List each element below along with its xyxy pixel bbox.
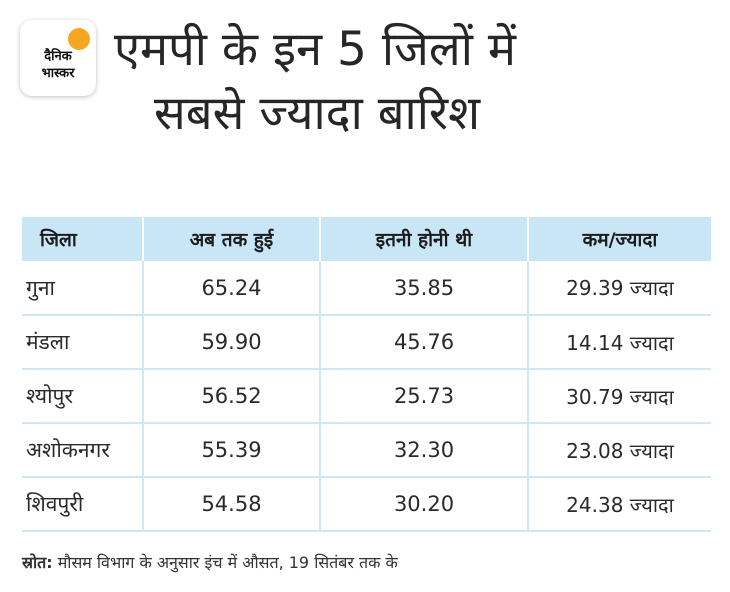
cell-district: मंडला	[22, 315, 143, 370]
rainfall-table: जिला अब तक हुई इतनी होनी थी कम/ज्यादा गु…	[22, 217, 711, 532]
cell-difference: 29.39 ज्यादा	[527, 261, 711, 316]
cell-difference: 24.38 ज्यादा	[527, 477, 711, 532]
logo-line-1: दैनिक	[44, 49, 72, 64]
table-row: श्योपुर 56.52 25.73 30.79 ज्यादा	[22, 369, 711, 424]
cell-received: 56.52	[142, 369, 320, 424]
logo-line-2: भास्कर	[41, 66, 75, 81]
header-expected: इतनी होनी थी	[319, 217, 528, 261]
cell-expected: 30.20	[319, 477, 528, 532]
dainik-bhaskar-logo: दैनिक भास्कर	[20, 20, 96, 96]
source-label: स्रोत:	[22, 553, 53, 572]
cell-difference: 14.14 ज्यादा	[527, 315, 711, 370]
cell-district: अशोकनगर	[22, 423, 143, 478]
cell-received: 65.24	[142, 261, 320, 316]
table-header-row: जिला अब तक हुई इतनी होनी थी कम/ज्यादा	[22, 217, 711, 261]
table-row: गुना 65.24 35.85 29.39 ज्यादा	[22, 261, 711, 316]
source-text: मौसम विभाग के अनुसार इंच में औसत, 19 सित…	[57, 553, 398, 572]
cell-district: गुना	[22, 261, 143, 316]
cell-district: श्योपुर	[22, 369, 143, 424]
cell-received: 54.58	[142, 477, 320, 532]
header-difference: कम/ज्यादा	[527, 217, 711, 261]
table-row: शिवपुरी 54.58 30.20 24.38 ज्यादा	[22, 477, 711, 532]
source-note: स्रोत: मौसम विभाग के अनुसार इंच में औसत,…	[22, 551, 712, 573]
cell-received: 59.90	[142, 315, 320, 370]
cell-expected: 45.76	[319, 315, 528, 370]
headline: एमपी के इन 5 जिलों में सबसे ज्यादा बारिश	[114, 18, 714, 146]
table-row: अशोकनगर 55.39 32.30 23.08 ज्यादा	[22, 423, 711, 478]
headline-line-1: एमपी के इन 5 जिलों में	[114, 22, 517, 77]
cell-difference: 23.08 ज्यादा	[527, 423, 711, 478]
logo-sun-icon	[68, 28, 90, 50]
cell-district: शिवपुरी	[22, 477, 143, 532]
table-row: मंडला 59.90 45.76 14.14 ज्यादा	[22, 315, 711, 370]
cell-received: 55.39	[142, 423, 320, 478]
header-received: अब तक हुई	[142, 217, 320, 261]
logo-wordmark: दैनिक भास्कर	[26, 48, 90, 82]
cell-expected: 35.85	[319, 261, 528, 316]
header-district: जिला	[22, 217, 143, 261]
cell-difference: 30.79 ज्यादा	[527, 369, 711, 424]
cell-expected: 25.73	[319, 369, 528, 424]
cell-expected: 32.30	[319, 423, 528, 478]
headline-line-2: सबसे ज्यादा बारिश	[154, 86, 481, 141]
